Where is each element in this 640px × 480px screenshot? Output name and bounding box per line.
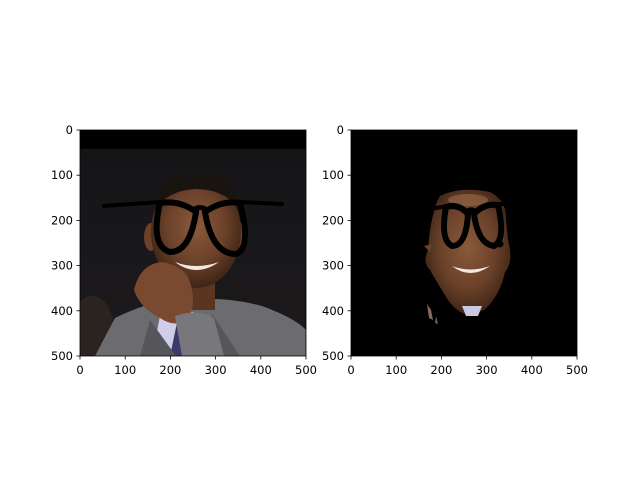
right-image-panel: [351, 130, 577, 356]
tick-label: 0: [66, 123, 73, 137]
right-y-axis: [347, 129, 351, 357]
tick-label: 500: [295, 363, 317, 377]
tick-label: 500: [322, 349, 344, 363]
tick-label: 100: [51, 168, 73, 182]
tick-label: 300: [51, 259, 73, 273]
tick-label: 200: [430, 363, 452, 377]
right-axes-frame: [350, 129, 578, 357]
left-image-panel: [80, 130, 306, 356]
right-x-tick-labels: 0 100 200 300 400 500: [347, 363, 588, 377]
tick-label: 200: [51, 213, 73, 227]
tick-label: 200: [159, 363, 181, 377]
tick-label: 100: [322, 168, 344, 182]
tick-label: 400: [250, 363, 272, 377]
tick-label: 200: [322, 213, 344, 227]
right-y-tick-labels: 0 100 200 300 400 500: [322, 123, 344, 363]
left-x-tick-labels: 0 100 200 300 400 500: [76, 363, 317, 377]
tick-label: 0: [337, 123, 344, 137]
tick-label: 300: [476, 363, 498, 377]
tick-label: 500: [566, 363, 588, 377]
tick-label: 300: [205, 363, 227, 377]
tick-label: 0: [76, 363, 83, 377]
tick-label: 500: [51, 349, 73, 363]
left-x-axis: [79, 356, 307, 360]
tick-label: 300: [322, 259, 344, 273]
tick-label: 100: [114, 363, 136, 377]
left-y-tick-labels: 0 100 200 300 400 500: [51, 123, 73, 363]
tick-label: 400: [51, 304, 73, 318]
left-axes-frame: [79, 129, 307, 357]
tick-label: 0: [347, 363, 354, 377]
tick-label: 400: [521, 363, 543, 377]
left-y-axis: [76, 129, 80, 357]
right-x-axis: [350, 356, 578, 360]
tick-label: 100: [385, 363, 407, 377]
tick-label: 400: [322, 304, 344, 318]
